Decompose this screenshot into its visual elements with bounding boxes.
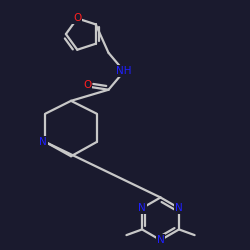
Text: O: O <box>73 14 82 24</box>
Text: N: N <box>138 203 146 213</box>
Text: N: N <box>175 203 183 213</box>
Text: NH: NH <box>116 66 132 76</box>
Text: N: N <box>39 137 47 147</box>
Text: N: N <box>157 235 164 245</box>
Text: O: O <box>83 80 91 90</box>
